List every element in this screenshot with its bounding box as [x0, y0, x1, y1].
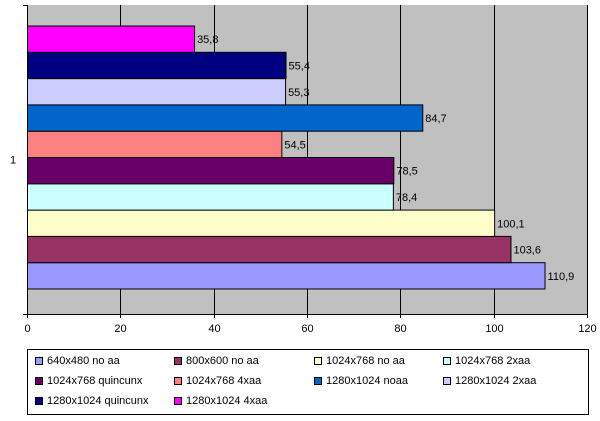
- bar-1280x1024-2xaa: [27, 78, 287, 106]
- bar-1024x768-quincunx: [27, 157, 395, 185]
- legend-swatch: [35, 377, 43, 385]
- bars: [27, 25, 546, 290]
- bar-1280x1024-4xaa: [27, 25, 196, 53]
- legend-swatch: [174, 377, 182, 385]
- legend-swatch: [314, 377, 322, 385]
- x-tick-label: 0: [24, 323, 30, 335]
- legend-swatch: [443, 377, 451, 385]
- legend-label: 1024x768 no aa: [326, 355, 405, 367]
- bar-1280x1024-quincunx: [27, 51, 287, 80]
- data-labels: 110,9 103,6 100,1 78,4 78,5 54,5 84,7 55,3 55,4 3…: [197, 34, 574, 283]
- bar-1024x768-2xaa: [27, 183, 394, 211]
- data-label: 100,1: [497, 218, 525, 230]
- category-label: 1: [10, 155, 16, 167]
- data-label: 103,6: [513, 245, 541, 257]
- legend-item: 1280x1024 noaa: [314, 373, 408, 389]
- bar-1024x768-4xaa: [27, 130, 283, 158]
- legend-swatch: [314, 357, 322, 365]
- data-label: 84,7: [425, 113, 446, 125]
- x-tick-label: 60: [301, 323, 313, 335]
- data-label: 78,5: [396, 166, 417, 178]
- legend: 640x480 no aa 800x600 no aa 1024x768 no aa…: [27, 349, 589, 415]
- bar-chart: 110,9 103,6 100,1 78,4 78,5 54,5 84,7 55,3 55,4 3…: [10, 5, 597, 335]
- data-label: 55,3: [288, 87, 309, 99]
- x-tick-label: 80: [394, 323, 406, 335]
- legend-label: 1024x768 4xaa: [186, 375, 262, 387]
- legend-swatch: [174, 397, 182, 405]
- data-label: 55,4: [289, 60, 310, 72]
- legend-label: 800x600 no aa: [186, 355, 259, 367]
- legend-label: 1280x1024 noaa: [326, 375, 408, 387]
- legend-item: 800x600 no aa: [174, 353, 259, 369]
- legend-item: 1024x768 4xaa: [174, 373, 261, 389]
- legend-swatch: [174, 357, 182, 365]
- legend-label: 640x480 no aa: [47, 355, 120, 367]
- bar-800x600-no-aa: [27, 235, 512, 264]
- legend-label: 1024x768 quincunx: [47, 375, 143, 387]
- legend-label: 1280x1024 4xaa: [186, 395, 268, 407]
- bar-1024x768-no-aa: [27, 209, 496, 237]
- data-label: 78,4: [396, 192, 417, 204]
- legend-item: 1024x768 2xaa: [443, 353, 530, 369]
- x-tick-labels: 0 20 40 60 80 100 120: [24, 323, 596, 335]
- data-label: 54,5: [284, 139, 305, 151]
- legend-label: 1280x1024 quincunx: [47, 395, 149, 407]
- x-tick-label: 20: [114, 323, 126, 335]
- legend-swatch: [35, 357, 43, 365]
- legend-item: 1024x768 no aa: [314, 353, 405, 369]
- legend-item: 1280x1024 4xaa: [174, 393, 267, 409]
- axes: [23, 5, 588, 318]
- legend-item: 640x480 no aa: [35, 353, 120, 369]
- legend-swatch: [443, 357, 451, 365]
- legend-label: 1280x1024 2xaa: [455, 375, 537, 387]
- x-tick-label: 40: [208, 323, 220, 335]
- data-label: 35,8: [197, 34, 218, 46]
- legend-item: 1280x1024 quincunx: [35, 393, 149, 409]
- legend-label: 1024x768 2xaa: [455, 355, 531, 367]
- bar-640x480-no-aa: [27, 262, 546, 290]
- data-label: 110,9: [548, 271, 575, 283]
- x-tick-label: 100: [485, 323, 503, 335]
- x-tick-label: 120: [578, 323, 596, 335]
- legend-item: 1280x1024 2xaa: [443, 373, 536, 389]
- bar-1280x1024-noaa: [27, 104, 424, 132]
- legend-item: 1024x768 quincunx: [35, 373, 142, 389]
- legend-swatch: [35, 397, 43, 405]
